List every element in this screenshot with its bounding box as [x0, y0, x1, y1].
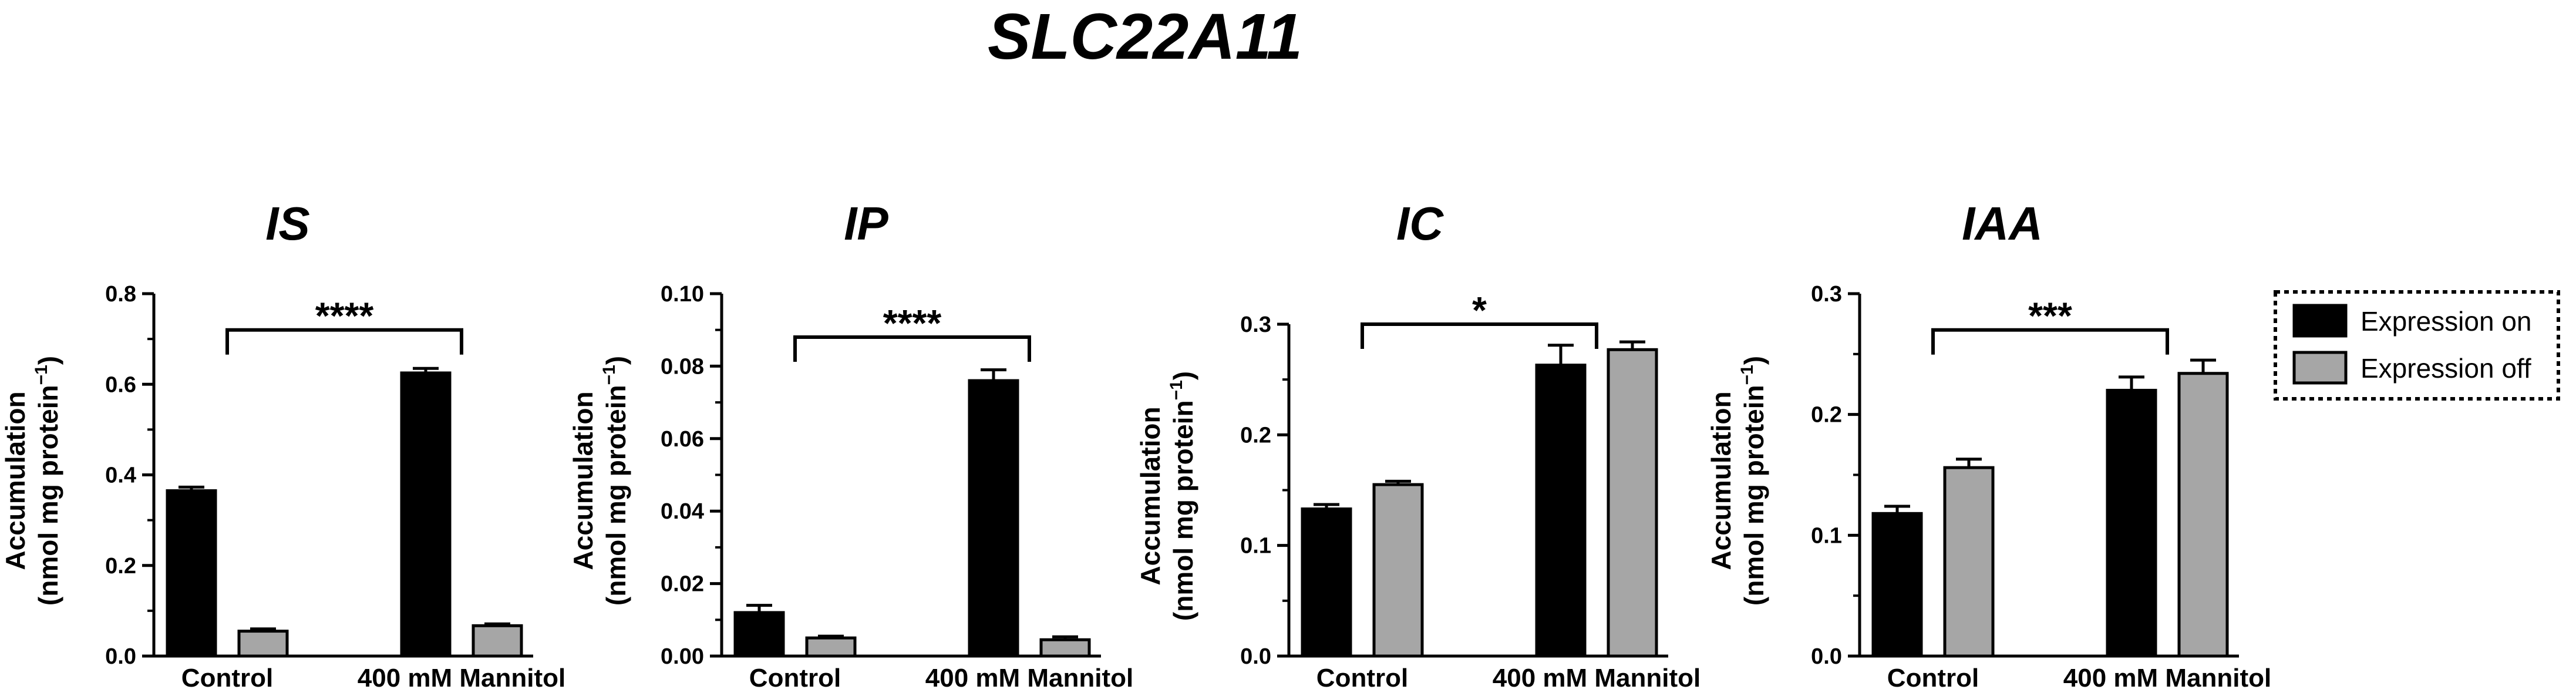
legend-frame	[2274, 290, 2560, 401]
y-tick-label: 0.6	[105, 372, 136, 397]
significance-bracket	[793, 335, 1031, 362]
x-category-label: 400 mM Mannitol	[925, 664, 1134, 692]
significance-label: ****	[883, 302, 942, 344]
chart-panel-ic: IC Accumulation (nmol mg protein−1) 0.0 0.1 0…	[1135, 197, 1701, 692]
bar-expression-off-control	[237, 630, 289, 658]
chart-panel-ip: IP Accumulation (nmol mg protein−1) 0.00 0.0…	[568, 197, 1133, 692]
y-tick-label: 0.8	[105, 282, 136, 307]
y-axis-label-line2: (nmol mg protein−1)	[1167, 371, 1198, 621]
bar-expression-on-400-mm-mannitol	[968, 379, 1019, 658]
y-tick-label: 0.1	[1811, 523, 1842, 548]
x-category-label: Control	[749, 664, 841, 692]
bar-expression-off-400-mm-mannitol	[1039, 638, 1091, 658]
y-tick-label: 0.0	[1240, 644, 1271, 669]
bar-expression-off-control	[1943, 466, 1995, 658]
y-tick-label: 0.3	[1240, 312, 1271, 337]
y-axis-label: Accumulation (nmol mg protein−1)	[0, 356, 63, 606]
panel-title: IC	[1396, 197, 1444, 250]
bar-expression-on-control	[1301, 507, 1352, 658]
y-tick-label: 0.2	[105, 554, 136, 579]
y-tick-label: 0.06	[661, 427, 704, 452]
bar-expression-on-control	[733, 611, 785, 658]
legend: Expression on Expression off	[2274, 290, 2560, 401]
y-axis-label: Accumulation (nmol mg protein−1)	[1706, 356, 1769, 606]
y-tick-label: 0.4	[105, 463, 136, 488]
panel-title: IP	[844, 197, 888, 250]
legend-swatch-expression-on	[2292, 304, 2348, 338]
y-tick-label: 0.04	[661, 499, 704, 524]
significance-bracket	[1361, 322, 1598, 349]
y-axis-label-line1: Accumulation	[1135, 406, 1166, 585]
y-axis-label-line2: (nmol mg protein−1)	[1737, 356, 1769, 606]
legend-label-expression-on: Expression on	[2361, 306, 2532, 337]
y-tick-label: 0.3	[1811, 282, 1842, 307]
significance-label: *	[1472, 289, 1487, 331]
bar-expression-off-400-mm-mannitol	[1607, 348, 1658, 658]
bar-expression-off-control	[1372, 483, 1424, 658]
y-tick-label: 0.02	[661, 572, 704, 597]
y-tick-label: 0.1	[1240, 534, 1271, 559]
bar-expression-on-control	[166, 489, 217, 658]
bar-expression-on-400-mm-mannitol	[400, 371, 452, 658]
x-category-label: Control	[181, 664, 273, 692]
bar-expression-on-400-mm-mannitol	[2106, 389, 2157, 658]
x-category-label: Control	[1887, 664, 1979, 692]
chart-panel-iaa: IAA Accumulation (nmol mg protein−1) 0.0 0.1…	[1706, 197, 2271, 692]
bar-expression-on-control	[1871, 512, 1923, 658]
x-category-label: 400 mM Mannitol	[358, 664, 566, 692]
panel-title: IAA	[1962, 197, 2043, 250]
x-category-label: 400 mM Mannitol	[2063, 664, 2272, 692]
y-tick-label: 0.08	[661, 354, 704, 379]
y-axis-label-line2: (nmol mg protein−1)	[32, 356, 63, 606]
y-tick-label: 0.00	[661, 644, 704, 669]
y-axis-label-line1: Accumulation	[568, 391, 598, 570]
y-tick-label: 0.2	[1811, 403, 1842, 428]
bar-expression-off-400-mm-mannitol	[472, 624, 523, 658]
y-axis-label: Accumulation (nmol mg protein−1)	[568, 356, 631, 606]
panel-title: IS	[265, 197, 310, 250]
legend-swatch-expression-off	[2292, 351, 2348, 385]
bar-expression-off-control	[805, 636, 857, 658]
bar-expression-on-400-mm-mannitol	[1535, 364, 1587, 658]
y-axis-label-line2: (nmol mg protein−1)	[600, 356, 631, 606]
chart-panel-is: IS Accumulation (nmol mg protein−1) 0.0 0.2 0…	[0, 197, 565, 692]
y-axis-label: Accumulation (nmol mg protein−1)	[1135, 371, 1198, 621]
legend-label-expression-off: Expression off	[2361, 353, 2531, 384]
significance-label: ****	[315, 295, 374, 337]
bar-expression-off-400-mm-mannitol	[2177, 372, 2229, 658]
y-tick-label: 0.0	[1811, 644, 1842, 669]
y-tick-label: 0.0	[105, 644, 136, 669]
y-axis-label-line1: Accumulation	[0, 391, 31, 570]
y-tick-label: 0.2	[1240, 423, 1271, 448]
y-tick-label: 0.10	[661, 282, 704, 307]
figure-title: SLC22A11	[988, 1, 1302, 73]
significance-bracket	[225, 328, 463, 355]
y-axis-label-line1: Accumulation	[1706, 391, 1736, 570]
significance-bracket	[1931, 328, 2169, 355]
x-category-label: Control	[1316, 664, 1408, 692]
x-category-label: 400 mM Mannitol	[1493, 664, 1701, 692]
significance-label: ***	[2028, 295, 2072, 337]
